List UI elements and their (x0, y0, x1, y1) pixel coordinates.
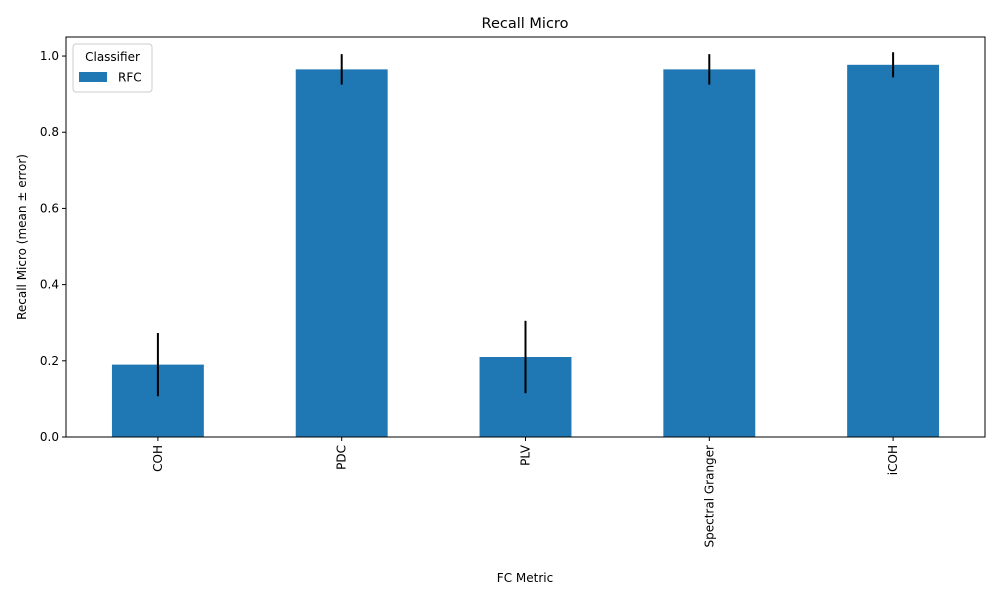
legend-swatch (79, 72, 107, 82)
bar-pdc (295, 69, 388, 437)
y-axis-label: Recall Micro (mean ± error) (15, 154, 29, 320)
bar-icoh (847, 64, 940, 438)
chart-title: Recall Micro (482, 16, 569, 32)
bar-spectral-granger (663, 69, 756, 437)
legend-title: Classifier (85, 50, 140, 64)
x-tick-label: COH (151, 445, 165, 472)
legend: Classifier RFC (72, 43, 153, 93)
y-axis: 0.0 0.2 0.4 0.6 0.8 1.0 (40, 49, 66, 444)
y-tick-label: 0.4 (40, 278, 59, 292)
error-bars-group (156, 52, 895, 397)
y-tick-label: 0.2 (40, 354, 59, 368)
bars-group (111, 64, 940, 438)
x-tick-label: PLV (519, 444, 533, 466)
x-tick-label: iCOH (886, 445, 900, 475)
y-tick-label: 1.0 (40, 49, 59, 63)
legend-label: RFC (118, 71, 142, 85)
x-tick-label: Spectral Granger (702, 445, 716, 548)
y-tick-label: 0.6 (40, 201, 59, 215)
y-tick-label: 0.8 (40, 125, 59, 139)
x-axis: COH PDC PLV Spectral Granger iCOH (151, 437, 900, 547)
x-tick-label: PDC (335, 445, 349, 470)
plot-frame (65, 36, 986, 438)
x-axis-label: FC Metric (497, 571, 553, 585)
y-tick-label: 0.0 (40, 430, 59, 444)
